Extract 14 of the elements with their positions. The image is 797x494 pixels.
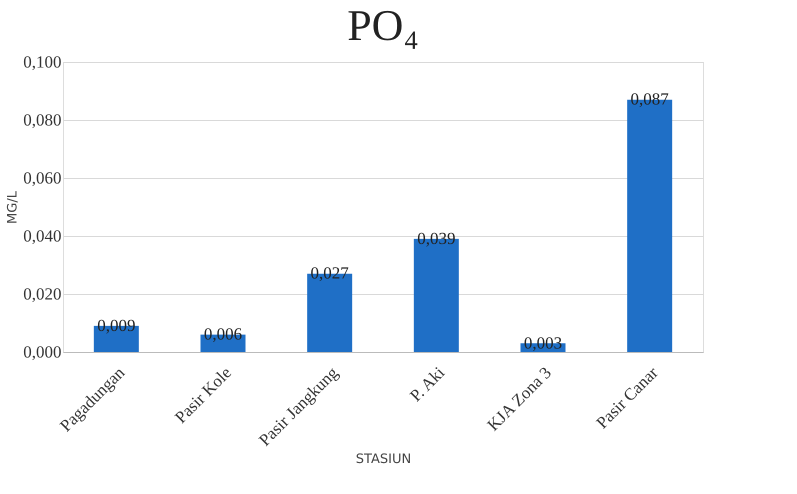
chart-title: PO₄ — [347, 1, 419, 50]
y-tick-label: 0,040 — [23, 226, 62, 246]
data-label: 0,003 — [524, 333, 562, 352]
y-tick-label: 0,000 — [23, 342, 62, 362]
y-tick-label: 0,060 — [23, 168, 62, 188]
x-axis-title: STASIUN — [356, 452, 412, 467]
y-axis-title: MG/L — [5, 190, 20, 224]
data-label: 0,027 — [310, 264, 350, 283]
y-tick-label: 0,020 — [23, 284, 62, 304]
y-tick-label: 0,100 — [23, 52, 62, 72]
x-tick-label: P. Aki — [406, 362, 449, 406]
y-tick-label: 0,080 — [23, 110, 62, 130]
data-label: 0,087 — [630, 90, 670, 109]
x-tick-label: KJA Zona 3 — [483, 363, 556, 435]
